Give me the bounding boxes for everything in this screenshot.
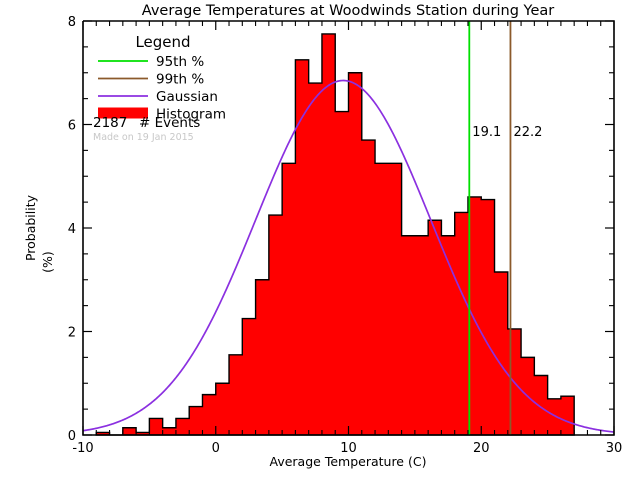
y-tick-label: 8: [68, 15, 76, 30]
y-tick-label: 4: [68, 222, 76, 237]
timestamp-stamp: Made on 19 Jan 2015: [93, 132, 194, 143]
x-axis-label: Average Temperature (C): [270, 454, 427, 469]
legend: Legend 95th % 99th %Gaussian Histogram 218…: [93, 33, 226, 143]
legend-label-99th-: 99th %: [156, 72, 204, 88]
legend-label-histogram: Histogram: [156, 107, 226, 123]
gaussian-curve: [82, 79, 615, 433]
y-tick-label: 6: [68, 119, 76, 134]
x-tick-label: 0: [212, 441, 220, 456]
legend-label-gaussian: Gaussian: [156, 89, 218, 105]
events-label: # Events: [139, 115, 200, 131]
legend-swatch-histogram: [98, 107, 148, 119]
y-tick-label: 2: [68, 326, 76, 341]
x-tick-label: 10: [340, 441, 357, 456]
legend-title: Legend: [135, 33, 190, 51]
x-tick-label: 20: [473, 441, 490, 456]
axes-frame: [82, 20, 615, 436]
95th-percentile-label: 19.1: [472, 125, 501, 140]
99th-percentile-label: 22.2: [513, 125, 542, 140]
x-tick-label: 30: [606, 441, 623, 456]
legend-entries: 95th % 99th %Gaussian Histogram: [98, 54, 226, 123]
plot-area: [82, 21, 615, 436]
histogram-bars: [95, 33, 575, 436]
y-tick-label: 0: [68, 429, 76, 444]
percentile-annotations: 19.1 22.2: [472, 125, 542, 140]
legend-label-95th-: 95th %: [156, 54, 204, 70]
x-tick-label: -10: [72, 441, 93, 456]
y-axis-units-label: (%): [40, 251, 55, 273]
y-axis-label: Probability: [23, 194, 38, 261]
chart-title: Average Temperatures at Woodwinds Statio…: [142, 3, 555, 19]
events-count: 2187: [93, 115, 127, 131]
